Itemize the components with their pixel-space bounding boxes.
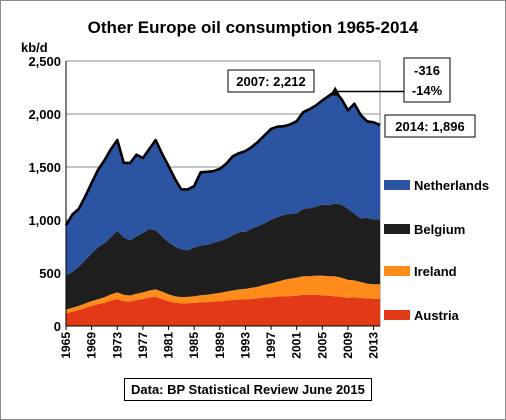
change-percent-label: -14% [412,83,443,98]
area-ireland [66,275,380,314]
legend-swatch-austria [384,310,410,320]
x-tick-label: 2013 [367,332,381,359]
area-netherlands [66,91,380,276]
legend-swatch-ireland [384,266,410,276]
y-tick-label: 1,500 [28,160,61,175]
peak-label-box [227,69,315,93]
x-tick-label: 1993 [238,332,252,359]
x-tick-label: 1997 [264,332,278,359]
x-tick-label: 2009 [341,332,355,359]
y-tick-label: 0 [54,319,61,334]
x-tick-label: 2001 [290,332,304,359]
axes [65,61,380,327]
legend-swatch-netherlands [384,180,410,190]
peak-label: 2007: 2,212 [236,74,305,89]
total-line [64,90,381,226]
legend-label-netherlands: Netherlands [414,178,489,193]
x-tick-label: 1989 [213,332,227,359]
latest-label-box [384,114,476,138]
x-tick-label: 1985 [187,332,201,359]
legend-swatch-belgium [384,224,410,234]
annotations: 2007: 2,212 -316 -14% 2014: 1,896 [227,57,476,138]
x-tick-label: 1977 [136,332,150,359]
y-tick-label: 500 [39,266,61,281]
x-tick-label: 1965 [59,332,73,359]
legend: Netherlands Belgium Ireland Austria [384,178,489,323]
y-tick-label: 2,000 [28,107,61,122]
y-axis-unit-label: kb/d [21,40,48,55]
x-tick-label: 1981 [162,332,176,359]
x-tick-label: 1969 [85,332,99,359]
y-tick-label: 1,000 [28,213,61,228]
y-tick-labels: 0 500 1,000 1,500 2,000 2,500 [28,54,61,334]
change-box [403,57,451,103]
area-austria [66,294,380,326]
chart-title: Other Europe oil consumption 1965-2014 [87,18,419,37]
latest-label: 2014: 1,896 [395,119,464,134]
stacked-areas [64,90,381,326]
change-absolute-label: -316 [414,63,440,78]
x-tick-labels: 1965 1969 1973 1977 1981 1985 1989 1993 1997 2001… [59,326,381,359]
area-belgium [66,203,380,310]
legend-label-austria: Austria [414,308,460,323]
x-tick-label: 1973 [110,332,124,359]
legend-label-ireland: Ireland [414,264,457,279]
x-tick-label: 2005 [315,332,329,359]
legend-label-belgium: Belgium [414,222,465,237]
y-tick-label: 2,500 [28,54,61,69]
source-note: Data: BP Statistical Review June 2015 [124,378,372,401]
